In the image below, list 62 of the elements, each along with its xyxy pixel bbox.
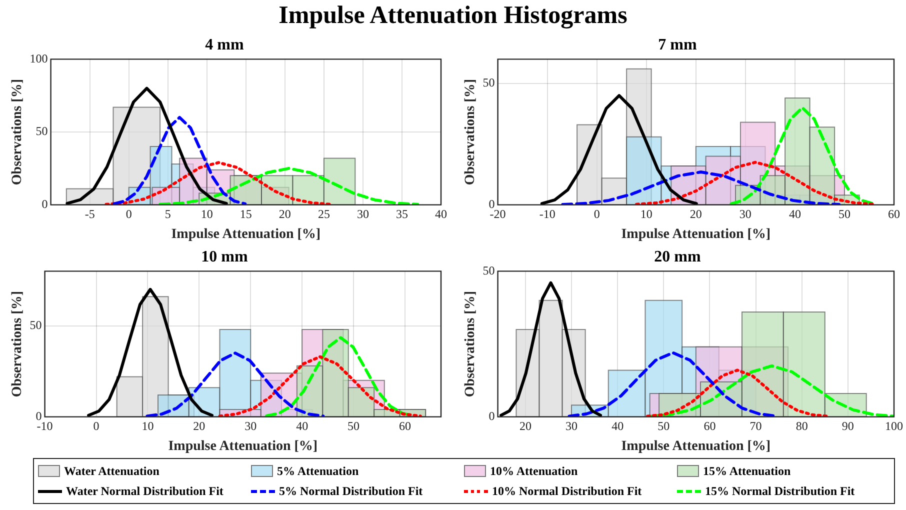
x-tick-label: 40 (435, 207, 447, 222)
chart-title: 7 mm (658, 36, 698, 54)
legend-label: 10% Attenuation (490, 464, 578, 478)
x-axis-title: Impulse Attenuation [%] (168, 439, 318, 454)
y-axis-title: Observations [%] (10, 290, 26, 398)
x-tick-label: 100 (885, 419, 903, 434)
legend-label: 5% Attenuation (277, 464, 359, 478)
x-tick-label: 50 (348, 419, 360, 434)
x-tick-label: 20 (519, 419, 532, 434)
x-tick-label: 0 (93, 419, 100, 434)
x-tick-label: 60 (398, 419, 411, 434)
x-tick-label: 50 (838, 207, 850, 222)
x-tick-label: 40 (296, 419, 308, 434)
x-tick-label: 15 (240, 207, 252, 222)
x-tick-label: 10 (142, 419, 154, 434)
x-axis-title: Impulse Attenuation [%] (621, 227, 771, 242)
y-axis-title: Observations [%] (463, 78, 478, 186)
legend-label: 15% Normal Distribution Fit (705, 484, 855, 498)
x-tick-label: 60 (888, 207, 900, 222)
x-tick-label: 20 (193, 419, 206, 434)
x-tick-label: 0 (126, 207, 132, 222)
y-tick-label: 50 (36, 124, 48, 138)
x-tick-label: 40 (612, 419, 624, 434)
x-tick-label: 20 (690, 207, 702, 222)
x-tick-label: 0 (594, 207, 600, 222)
y-tick-label: 50 (482, 263, 495, 278)
x-axis-title: Impulse Attenuation [%] (171, 227, 321, 242)
x-tick-label: 10 (200, 207, 213, 222)
legend-label: Water Attenuation (64, 464, 160, 478)
text: Impulse Attenuation Histograms (278, 2, 628, 30)
x-tick-label: 80 (796, 419, 808, 434)
x-tick-label: -10 (539, 207, 556, 222)
y-tick-label: 50 (30, 318, 42, 332)
x-axis-title: Impulse Attenuation [%] (621, 439, 771, 454)
chart-title: 4 mm (205, 36, 244, 54)
chart-title: 10 mm (201, 248, 248, 266)
x-tick-label: 50 (658, 419, 670, 434)
legend-label: 10% Normal Distribution Fit (492, 484, 642, 498)
x-tick-label: 30 (244, 419, 257, 434)
x-tick-label: 30 (356, 207, 369, 222)
x-tick-label: 25 (318, 207, 330, 222)
y-axis-title: Observations [%] (10, 78, 26, 186)
x-tick-label: 90 (842, 419, 854, 434)
legend-label: 15% Attenuation (703, 464, 791, 478)
x-tick-label: -5 (84, 207, 95, 222)
x-tick-label: 70 (750, 419, 762, 434)
y-tick-label: 0 (42, 196, 48, 211)
legend-label: 5% Normal Distribution Fit (279, 484, 423, 498)
y-tick-label: 0 (488, 408, 495, 423)
x-tick-label: 30 (566, 419, 578, 434)
y-tick-label: 100 (30, 51, 48, 66)
legend-label: Water Normal Distribution Fit (66, 484, 224, 498)
y-tick-label: 50 (482, 76, 495, 90)
x-tick-label: 20 (278, 207, 291, 222)
x-tick-label: 10 (640, 207, 652, 222)
chart-title: 20 mm (654, 248, 702, 266)
x-tick-label: 60 (704, 419, 716, 434)
x-tick-label: 5 (164, 207, 171, 222)
x-tick-label: 30 (739, 207, 752, 222)
y-axis-title: Observations [%] (463, 290, 478, 398)
x-tick-label: 40 (788, 207, 801, 222)
x-tick-label: 35 (396, 207, 408, 222)
